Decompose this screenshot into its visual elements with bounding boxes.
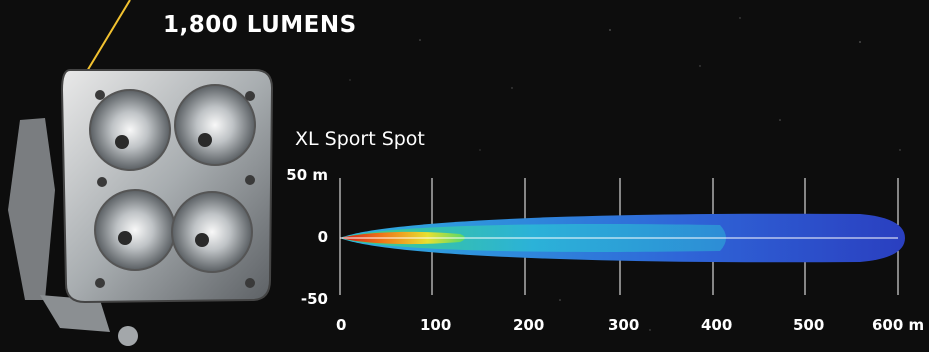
x-tick-label: 400: [701, 316, 733, 334]
x-tick-label: 100: [420, 316, 452, 334]
chart-title: XL Sport Spot: [295, 128, 425, 150]
light-product-photo: [8, 69, 274, 346]
lumens-label: 1,800 LUMENS: [163, 12, 357, 38]
x-tick-label: 500: [793, 316, 825, 334]
y-tick-label: 0: [317, 228, 328, 246]
x-tick-label: 300: [608, 316, 640, 334]
y-tick-label: 50 m: [286, 166, 328, 184]
x-tick-label: 600 m: [872, 316, 925, 334]
x-tick-label: 200: [513, 316, 545, 334]
starfield-background: [349, 17, 901, 331]
y-tick-label: -50: [300, 290, 328, 308]
x-tick-label: 0: [336, 316, 347, 334]
